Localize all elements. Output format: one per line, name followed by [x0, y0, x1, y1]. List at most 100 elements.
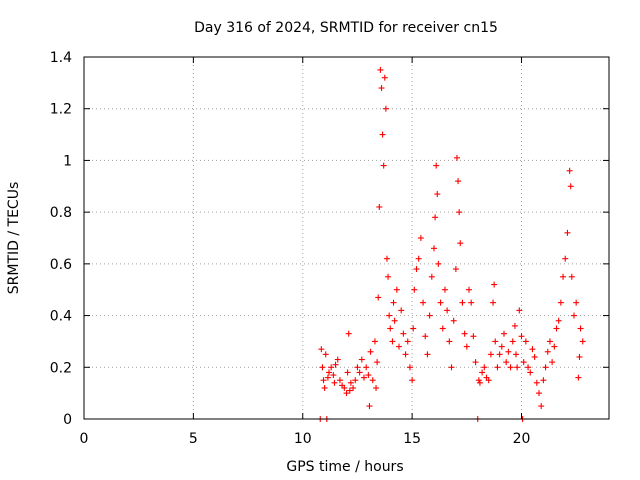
grid-layer: [84, 57, 609, 419]
data-point: [509, 338, 516, 345]
data-point: [511, 322, 518, 329]
data-point: [494, 364, 501, 371]
data-point: [374, 359, 381, 366]
data-point: [437, 299, 444, 306]
x-tick-label: 5: [189, 431, 198, 447]
data-point: [376, 203, 383, 210]
data-point: [406, 364, 413, 371]
data-point: [533, 379, 540, 386]
data-point: [501, 330, 507, 337]
data-point: [354, 364, 361, 371]
data-point: [496, 351, 503, 358]
data-point: [375, 294, 382, 301]
data-point: [326, 369, 332, 376]
y-tick-labels: 0 0.2 0.4 0.6 0.8 1 1.2 1.4: [50, 50, 72, 428]
data-point: [347, 379, 354, 386]
data-point: [498, 343, 505, 350]
data-point: [485, 377, 492, 384]
data-point: [491, 281, 498, 288]
data-point: [350, 384, 357, 391]
data-point: [560, 273, 567, 280]
data-point: [404, 338, 411, 345]
data-point: [435, 260, 442, 267]
data-point: [546, 338, 553, 345]
x-axis-label: GPS time / hours: [286, 459, 403, 475]
data-point: [520, 359, 527, 366]
data-point: [331, 379, 338, 386]
data-point: [452, 266, 459, 273]
data-point: [492, 338, 499, 345]
data-point: [324, 374, 331, 381]
data-point: [540, 377, 547, 384]
data-point: [551, 343, 558, 350]
data-point: [441, 286, 448, 293]
data-point: [481, 364, 488, 371]
data-point: [527, 369, 534, 376]
data-point: [328, 364, 335, 371]
data-point: [457, 240, 464, 247]
data-point: [378, 85, 385, 92]
data-point: [382, 105, 389, 112]
data-point: [538, 403, 545, 410]
data-point: [577, 325, 584, 332]
data-point: [319, 364, 326, 371]
data-point: [380, 162, 387, 169]
points-layer: [317, 66, 586, 422]
data-point: [321, 384, 328, 391]
data-point: [332, 361, 339, 368]
data-point: [579, 338, 586, 345]
data-point: [518, 333, 525, 340]
data-point: [391, 317, 398, 324]
data-point: [562, 255, 569, 262]
x-tick-label: 20: [513, 431, 531, 447]
data-point: [343, 390, 350, 397]
y-tick-label: 0.2: [50, 360, 72, 376]
data-point: [522, 338, 529, 345]
data-point: [490, 299, 497, 306]
data-point: [553, 325, 560, 332]
data-point: [487, 351, 494, 358]
x-tick-label: 10: [294, 431, 312, 447]
plot-frame: [83, 56, 610, 420]
data-point: [417, 235, 424, 241]
data-point: [568, 273, 575, 280]
data-point: [415, 255, 422, 262]
data-point: [381, 74, 388, 81]
data-point: [459, 299, 466, 306]
data-point: [455, 178, 462, 185]
data-point: [383, 255, 390, 262]
data-point: [385, 273, 392, 280]
data-point: [576, 353, 583, 360]
data-point: [358, 356, 365, 363]
data-point: [400, 330, 407, 337]
ticks-layer: [83, 56, 609, 420]
x-tick-label: 15: [403, 431, 421, 447]
data-point: [466, 286, 472, 293]
data-point: [396, 343, 402, 350]
data-point: [470, 333, 477, 340]
chart-title: Day 316 of 2024, SRMTID for receiver cn1…: [194, 20, 498, 36]
y-tick-label: 0.4: [50, 309, 72, 325]
data-point: [505, 348, 512, 355]
data-point: [318, 346, 325, 353]
data-point: [431, 245, 437, 252]
data-point: [446, 338, 453, 345]
data-point: [402, 351, 409, 358]
data-point: [448, 364, 455, 371]
data-point: [549, 359, 556, 366]
x-tick-labels: 0 5 10 15 20: [80, 431, 531, 447]
data-point: [456, 209, 463, 216]
data-point: [503, 359, 510, 366]
data-point: [475, 377, 482, 384]
data-point: [544, 348, 551, 355]
data-point: [450, 317, 457, 324]
data-point: [320, 377, 327, 384]
data-point: [363, 364, 370, 371]
data-point: [411, 286, 418, 293]
y-tick-label: 1.2: [50, 102, 72, 118]
data-point: [336, 377, 343, 384]
y-tick-label: 0.8: [50, 205, 72, 221]
data-point: [371, 338, 378, 345]
data-point: [377, 66, 384, 73]
data-point: [422, 333, 429, 340]
